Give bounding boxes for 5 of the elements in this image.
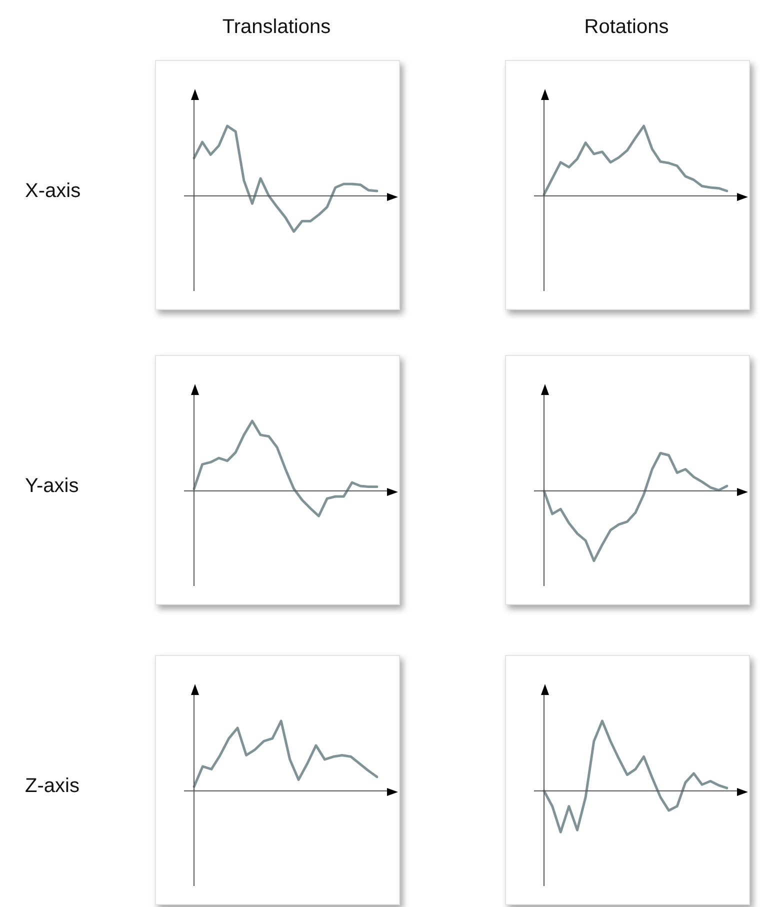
- y-axis-title: Y-axis: [25, 475, 80, 498]
- y-axis-title: X-axis: [25, 180, 82, 203]
- y-axis-title: Z-axis: [25, 775, 80, 798]
- chart-title: Rotations: [583, 16, 670, 39]
- chart-title: Translations: [221, 16, 332, 39]
